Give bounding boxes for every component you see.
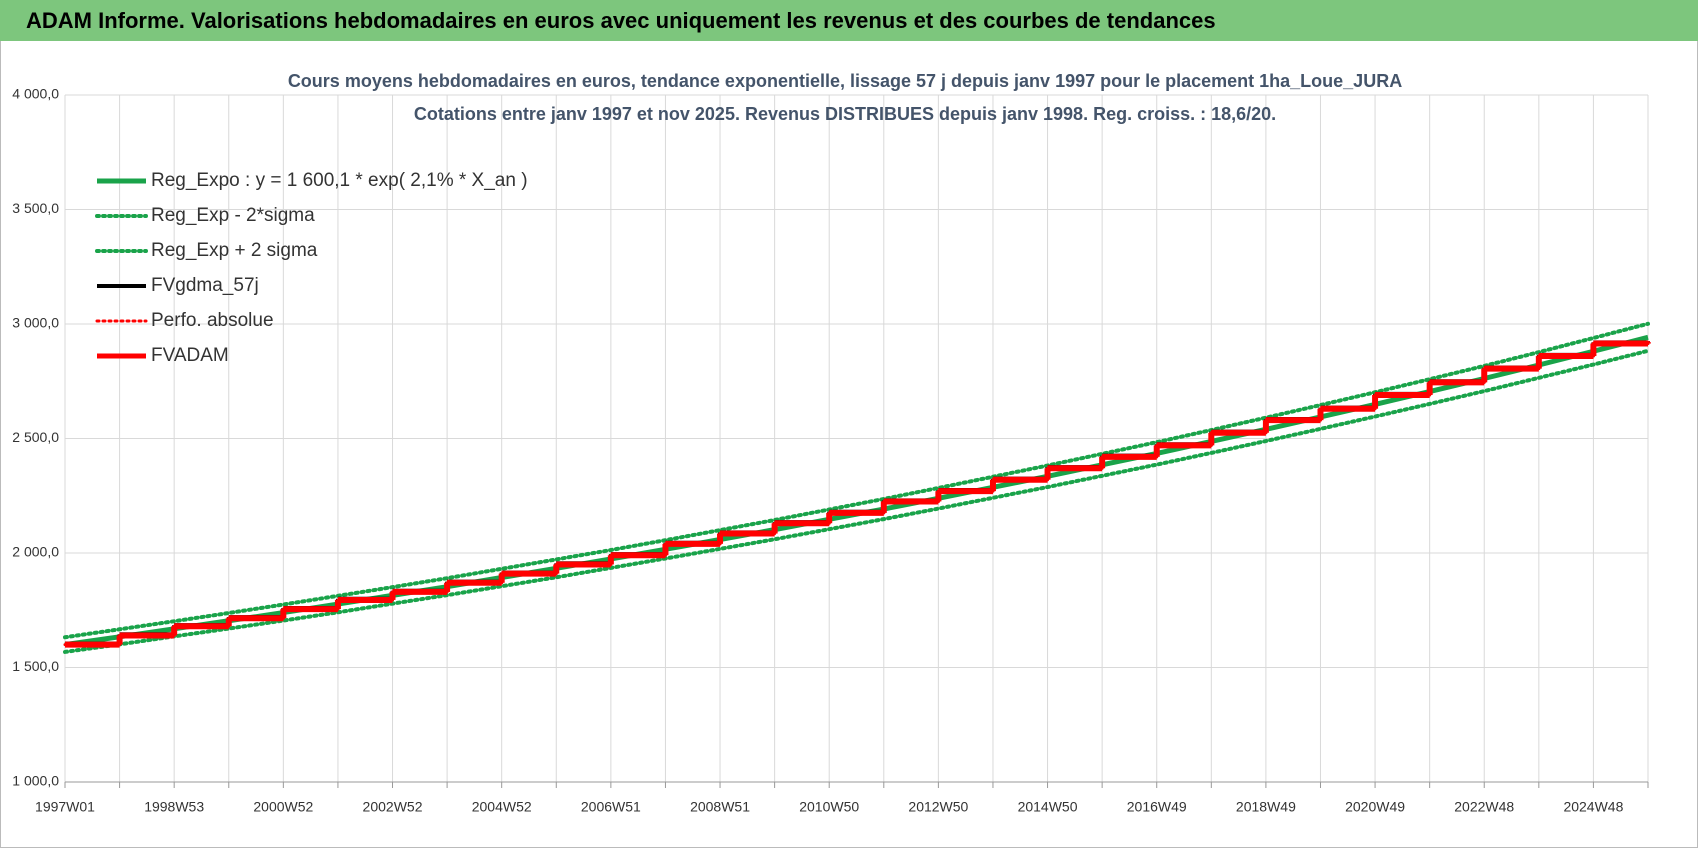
legend-label: Reg_Exp - 2*sigma	[151, 205, 315, 226]
y-tick-label: 3 500,0	[12, 200, 59, 216]
x-tick-label: 1997W01	[35, 799, 95, 815]
x-tick-label: 2024W48	[1563, 799, 1623, 815]
legend-label: FVgdma_57j	[151, 275, 259, 296]
y-tick-label: 2 000,0	[12, 544, 59, 560]
chart-subtitle: Cotations entre janv 1997 et nov 2025. R…	[414, 104, 1276, 124]
x-tick-label: 2000W52	[253, 799, 313, 815]
x-tick-label: 2018W49	[1236, 799, 1296, 815]
chart-title: Cours moyens hebdomadaires en euros, ten…	[288, 71, 1402, 91]
y-tick-label: 4 000,0	[12, 86, 59, 102]
x-tick-label: 1998W53	[144, 799, 204, 815]
y-tick-label: 1 000,0	[12, 773, 59, 789]
legend-label: Perfo. absolue	[151, 310, 274, 331]
x-tick-label: 2002W52	[363, 799, 423, 815]
x-tick-label: 2012W50	[908, 799, 968, 815]
y-tick-label: 1 500,0	[12, 658, 59, 674]
legend-label: Reg_Expo : y = 1 600,1 * exp( 2,1% * X_a…	[151, 170, 528, 191]
x-tick-label: 2020W49	[1345, 799, 1405, 815]
legend-label: FVADAM	[151, 345, 229, 366]
plot-area: 1 000,0 1 500,0 2 000,0 2 500,0 3 000,0 3 500…	[12, 86, 1651, 815]
page-title: ADAM Informe. Valorisations hebdomadaire…	[26, 8, 1216, 33]
y-tick-label: 3 000,0	[12, 315, 59, 331]
x-tick-label: 2010W50	[799, 799, 859, 815]
series-line	[63, 321, 1650, 640]
x-tick-label: 2016W49	[1127, 799, 1187, 815]
x-tick-label: 2008W51	[690, 799, 750, 815]
series-line	[63, 348, 1650, 654]
x-tick-label: 2022W48	[1454, 799, 1514, 815]
y-tick-label: 2 500,0	[12, 429, 59, 445]
legend-label: Reg_Exp + 2 sigma	[151, 240, 318, 261]
title-bar	[0, 0, 1698, 41]
x-tick-label: 2004W52	[472, 799, 532, 815]
x-tick-label: 2014W50	[1018, 799, 1078, 815]
x-tick-label: 2006W51	[581, 799, 641, 815]
